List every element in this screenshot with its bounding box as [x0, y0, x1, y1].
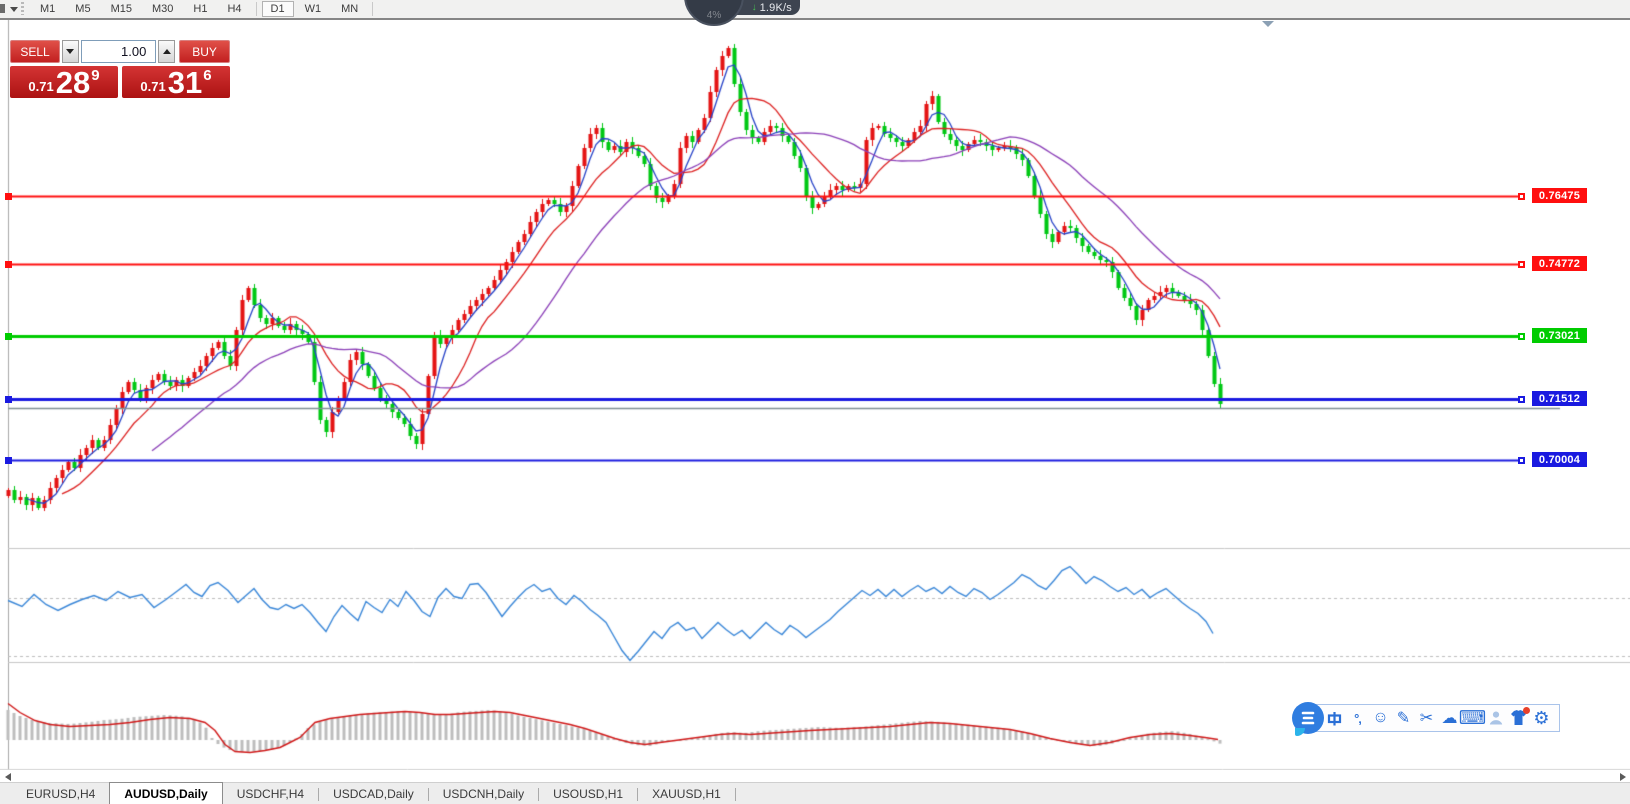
handwriting-icon[interactable]: ✎ — [1396, 710, 1411, 727]
toolbar-grip-handle[interactable] — [21, 2, 24, 15]
cpu-usage-text: 4% — [706, 10, 722, 21]
scroll-right-icon[interactable] — [1620, 773, 1626, 781]
timeframe-button-h4[interactable]: H4 — [227, 3, 242, 15]
buy-button[interactable]: BUY — [179, 40, 231, 63]
caret-up-icon — [162, 49, 171, 54]
tab-separator — [538, 787, 540, 801]
timeframe-button-m1[interactable]: M1 — [40, 3, 56, 15]
download-arrow-icon: ↓ — [751, 2, 757, 13]
sell-price-pipette: 9 — [91, 67, 100, 84]
tab-separator — [318, 787, 320, 801]
chevron-down-icon[interactable] — [1262, 21, 1274, 27]
sell-price-big-digits: 28 — [55, 65, 91, 100]
download-speed-value: 1.9K/s — [759, 1, 792, 14]
toolbar-edge-icon — [0, 4, 5, 13]
punctuation-icon[interactable]: °‚ — [1354, 710, 1362, 726]
tab-separator — [734, 787, 736, 801]
buy-price-pipette: 6 — [203, 67, 212, 84]
price-level-label[interactable]: 0.71512 — [1532, 391, 1587, 406]
line-handle-icon[interactable] — [1518, 333, 1525, 340]
buy-price-prefix: 0.71 — [140, 79, 166, 94]
one-click-trading-panel: SELL 1.00 BUY 0.71 28 9 0.71 31 6 — [10, 40, 231, 98]
volume-decrease-button[interactable] — [61, 40, 79, 63]
chart-tab-eurusd[interactable]: EURUSD,H4 — [26, 787, 96, 801]
caret-down-icon — [66, 49, 75, 54]
line-handle-icon[interactable] — [5, 396, 12, 403]
sell-button[interactable]: SELL — [10, 40, 60, 63]
price-level-label[interactable]: 0.76475 — [1532, 188, 1587, 203]
settings-icon[interactable]: ⚙ — [1533, 707, 1550, 728]
chart-tab-usousd[interactable]: USOUSD,H1 — [553, 787, 624, 801]
chinese-mode-icon[interactable] — [1323, 707, 1346, 729]
screenshot-icon[interactable]: ✂ — [1419, 710, 1434, 727]
cloud-icon[interactable]: ☁ — [1441, 710, 1458, 727]
line-handle-icon[interactable] — [5, 193, 12, 200]
price-level-label[interactable]: 0.73021 — [1532, 328, 1587, 343]
sell-price-prefix: 0.71 — [28, 79, 54, 94]
chart-tab-audusd[interactable]: AUDUSD,Daily — [109, 782, 223, 804]
keyboard-icon[interactable]: ⌨ — [1458, 707, 1487, 729]
chart-tab-usdchf[interactable]: USDCHF,H4 — [236, 787, 305, 801]
timeframe-button-m30[interactable]: M30 — [151, 3, 174, 15]
chart-scroll-strip[interactable] — [0, 770, 1630, 782]
chart-tab-xauusd[interactable]: XAUUSD,H1 — [652, 787, 721, 801]
timeframe-buttons: M1 M5 M15 M30 H1 H4 D1 W1 MN — [30, 0, 377, 18]
volume-input[interactable]: 1.00 — [80, 40, 157, 63]
toolbar-separator — [372, 2, 374, 16]
timeframe-button-d1[interactable]: D1 — [261, 1, 294, 17]
sogou-logo-glyph — [1301, 711, 1315, 725]
line-handle-icon[interactable] — [5, 457, 12, 464]
volume-increase-button[interactable] — [158, 40, 176, 63]
tab-separator — [637, 787, 639, 801]
tab-separator — [427, 787, 429, 801]
timeframe-button-mn[interactable]: MN — [341, 3, 359, 15]
line-handle-icon[interactable] — [1518, 457, 1525, 464]
line-handle-icon[interactable] — [1518, 396, 1525, 403]
emoji-icon[interactable]: ☺ — [1372, 709, 1389, 726]
toolbar-separator — [255, 2, 257, 16]
timeframe-button-h1[interactable]: H1 — [193, 3, 208, 15]
chart-tab-usdcad[interactable]: USDCAD,Daily — [333, 787, 414, 801]
notification-dot — [1523, 707, 1530, 714]
timeframe-button-m15[interactable]: M15 — [110, 3, 132, 15]
chart-tab-usdcnh[interactable]: USDCNH,Daily — [442, 787, 525, 801]
line-handle-icon[interactable] — [1518, 261, 1525, 268]
skin-icon[interactable] — [1507, 707, 1530, 729]
chart-tab-bar: EURUSD,H4 AUDUSD,Daily USDCHF,H4 USDCAD,Dai… — [0, 782, 1630, 804]
line-handle-icon[interactable] — [1518, 193, 1525, 200]
buy-price-quote[interactable]: 0.71 31 6 — [122, 66, 230, 98]
timeframe-button-m5[interactable]: M5 — [75, 3, 91, 15]
line-handle-icon[interactable] — [5, 261, 12, 268]
scroll-left-icon[interactable] — [5, 773, 11, 781]
ime-toolbar: °‚ ☺ ✎ ✂ ☁ ⌨ ⚙ — [1308, 704, 1560, 732]
sell-price-quote[interactable]: 0.71 28 9 — [10, 66, 118, 98]
timeframe-button-w1[interactable]: W1 — [304, 3, 322, 15]
timeframe-toolbar: M1 M5 M15 M30 H1 H4 D1 W1 MN — [0, 0, 1630, 20]
toolbar-dropdown-icon[interactable] — [10, 7, 18, 12]
account-icon[interactable] — [1484, 707, 1507, 729]
buy-price-big-digits: 31 — [167, 65, 203, 100]
ime-logo-icon[interactable] — [1292, 702, 1324, 736]
price-level-label[interactable]: 0.74772 — [1532, 256, 1587, 271]
price-level-label[interactable]: 0.70004 — [1532, 452, 1587, 467]
line-handle-icon[interactable] — [5, 333, 12, 340]
